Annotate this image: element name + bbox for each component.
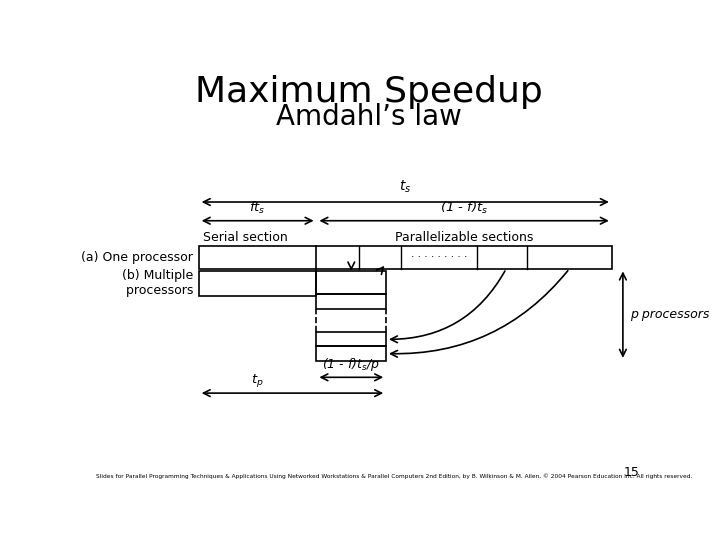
Text: Maximum Speedup: Maximum Speedup <box>195 75 543 109</box>
Bar <box>199 271 317 295</box>
Bar <box>199 246 612 268</box>
Text: Slides for Parallel Programming Techniques & Applications Using Networked Workst: Slides for Parallel Programming Techniqu… <box>96 473 692 478</box>
Bar <box>317 294 386 308</box>
Text: Parallelizable sections: Parallelizable sections <box>395 231 534 244</box>
Text: ft$_s$: ft$_s$ <box>249 200 266 216</box>
Text: Amdahl’s law: Amdahl’s law <box>276 103 462 131</box>
Text: · · · · · · · · ·: · · · · · · · · · <box>410 252 467 262</box>
Text: t$_p$: t$_p$ <box>251 372 264 389</box>
Text: t$_s$: t$_s$ <box>399 178 412 194</box>
Bar <box>317 271 386 294</box>
Text: (1 - f)t$_s$: (1 - f)t$_s$ <box>440 200 488 216</box>
Text: (a) One processor: (a) One processor <box>81 251 193 264</box>
Text: Serial section: Serial section <box>203 231 287 244</box>
Text: p processors: p processors <box>629 308 709 321</box>
Text: (b) Multiple
     processors: (b) Multiple processors <box>106 269 193 297</box>
Text: 15: 15 <box>624 465 639 478</box>
Bar <box>317 332 386 347</box>
Text: (1 - f)t$_s$/p: (1 - f)t$_s$/p <box>323 356 380 373</box>
Bar <box>317 347 386 361</box>
